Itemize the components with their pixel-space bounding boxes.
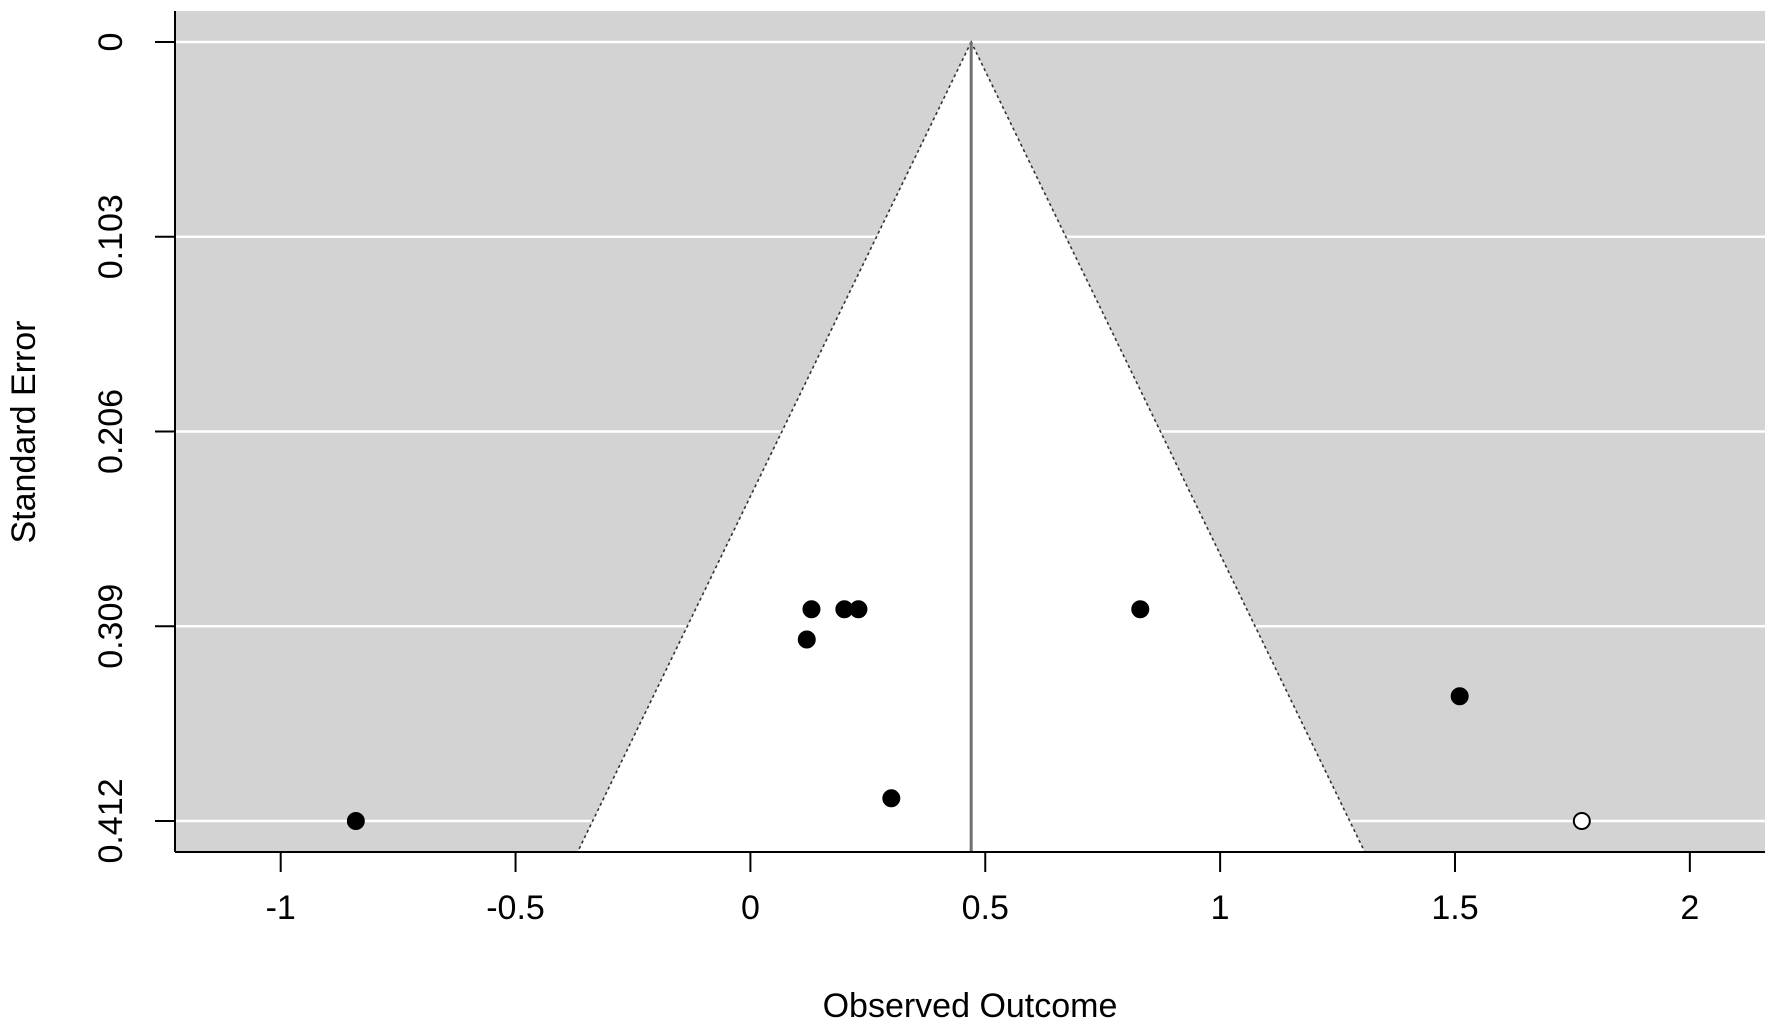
study-point: [849, 600, 868, 619]
x-tick-label: 1.5: [1431, 889, 1478, 927]
study-points: [346, 600, 1591, 830]
x-tick-label: -0.5: [486, 889, 545, 927]
study-point: [802, 600, 821, 619]
x-axis-label: Observed Outcome: [823, 987, 1118, 1025]
study-point: [346, 812, 365, 830]
y-tick-label: 0.103: [92, 194, 130, 279]
y-tick-label: 0.309: [92, 584, 130, 669]
x-tick-label: 1: [1211, 889, 1230, 927]
y-axis-label: Standard Error: [5, 321, 43, 544]
x-tick-label: 2: [1680, 889, 1699, 927]
study-point: [882, 789, 901, 808]
x-tick-label: 0.5: [962, 889, 1009, 927]
x-axis-ticks: -1 -0.5 0 0.5 1 1.5 2: [266, 852, 1699, 927]
imputed-study-point: [1572, 812, 1591, 830]
y-tick-label: 0.412: [92, 778, 130, 863]
study-point: [1131, 600, 1150, 619]
y-tick-label: 0: [92, 33, 130, 52]
study-point: [797, 630, 816, 649]
study-point: [1450, 687, 1469, 706]
x-tick-label: 0: [741, 889, 760, 927]
y-axis-ticks: 0 0.103 0.206 0.309 0.412: [92, 33, 175, 864]
x-tick-label: -1: [266, 889, 296, 927]
y-tick-label: 0.206: [92, 389, 130, 474]
